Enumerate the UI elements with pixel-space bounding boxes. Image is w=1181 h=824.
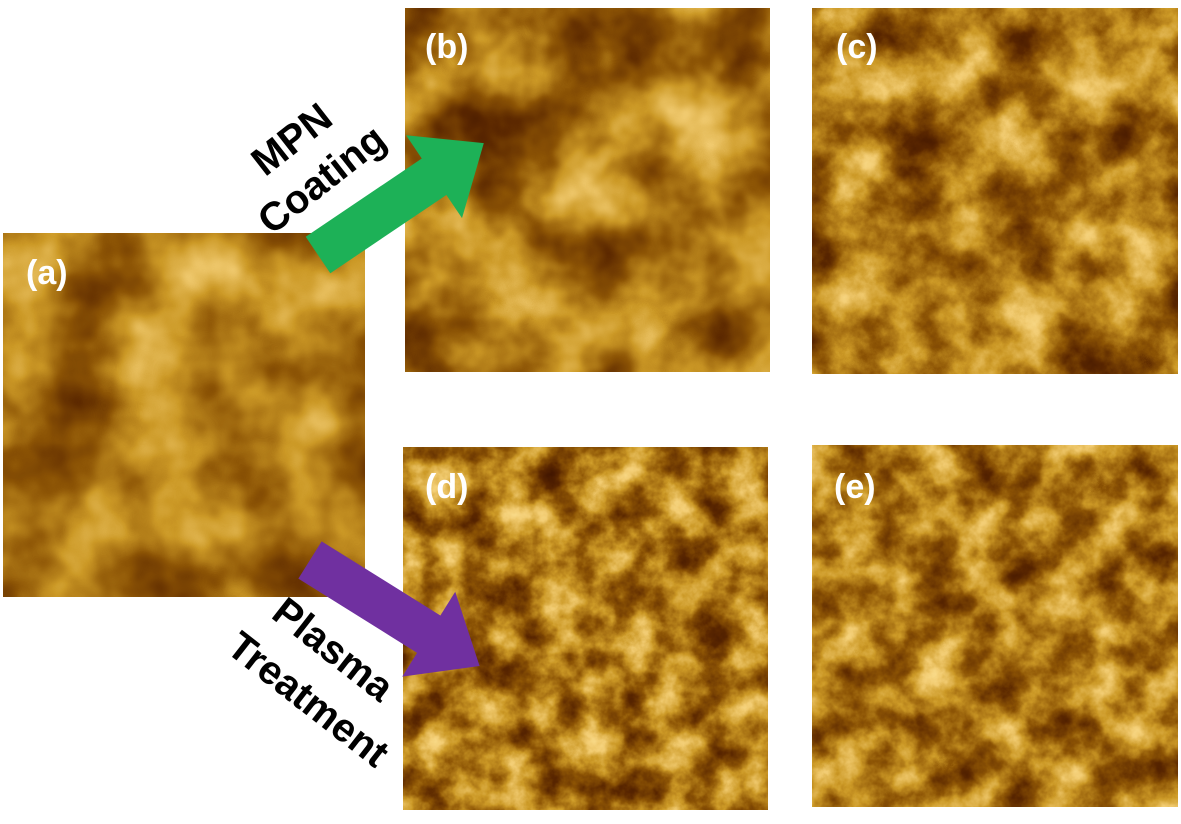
arrow <box>298 541 480 677</box>
panel-label: (d) <box>425 468 468 506</box>
panel-label: (a) <box>26 254 68 292</box>
afm-image <box>812 445 1178 807</box>
panel-label: (e) <box>834 468 876 506</box>
panel-label: (b) <box>425 28 468 66</box>
afm-image <box>3 233 365 597</box>
afm-image <box>812 8 1178 374</box>
panel-label: (c) <box>836 28 878 66</box>
arrow <box>305 135 484 274</box>
